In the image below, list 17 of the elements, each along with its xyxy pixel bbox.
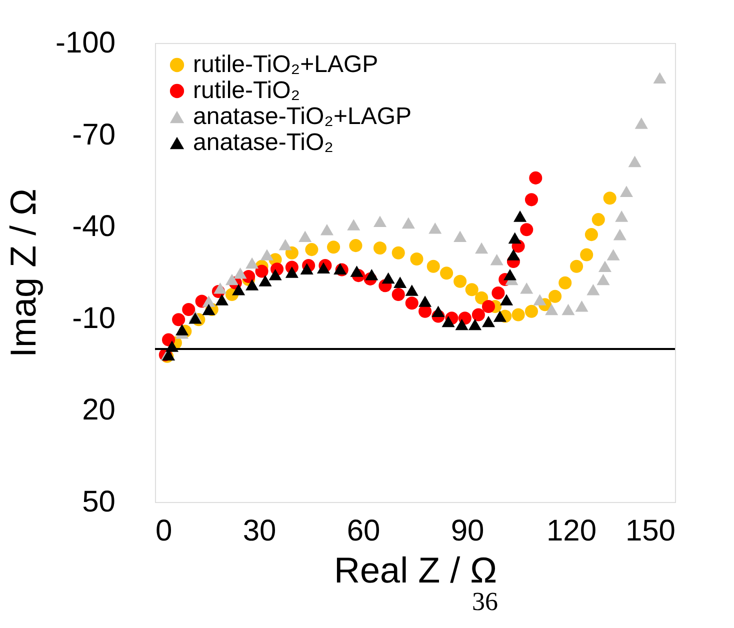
legend-label: anatase-TiO₂+LAGP [193,103,412,130]
x-tick-label: 120 [546,514,597,548]
legend-label: rutile-TiO₂+LAGP [193,51,378,78]
x-tick-label: 30 [242,514,276,548]
y-axis-title: Imag Z / Ω [2,188,44,358]
legend-label: anatase-TiO₂ [193,129,334,156]
y-tick-label: -100 [55,26,116,60]
x-tick-label: 90 [450,514,484,548]
x-tick-label: 0 [156,514,172,548]
x-tick-label: 150 [625,514,676,548]
y-tick-label: -10 [72,302,116,335]
y-tick-label: 50 [82,486,116,518]
x-tick-label: 60 [346,514,380,548]
y-tick-label: -40 [72,210,116,244]
y-tick-label: 20 [82,394,116,427]
legend-label: rutile-TiO₂ [193,77,300,104]
y-tick-label: -70 [72,118,116,152]
